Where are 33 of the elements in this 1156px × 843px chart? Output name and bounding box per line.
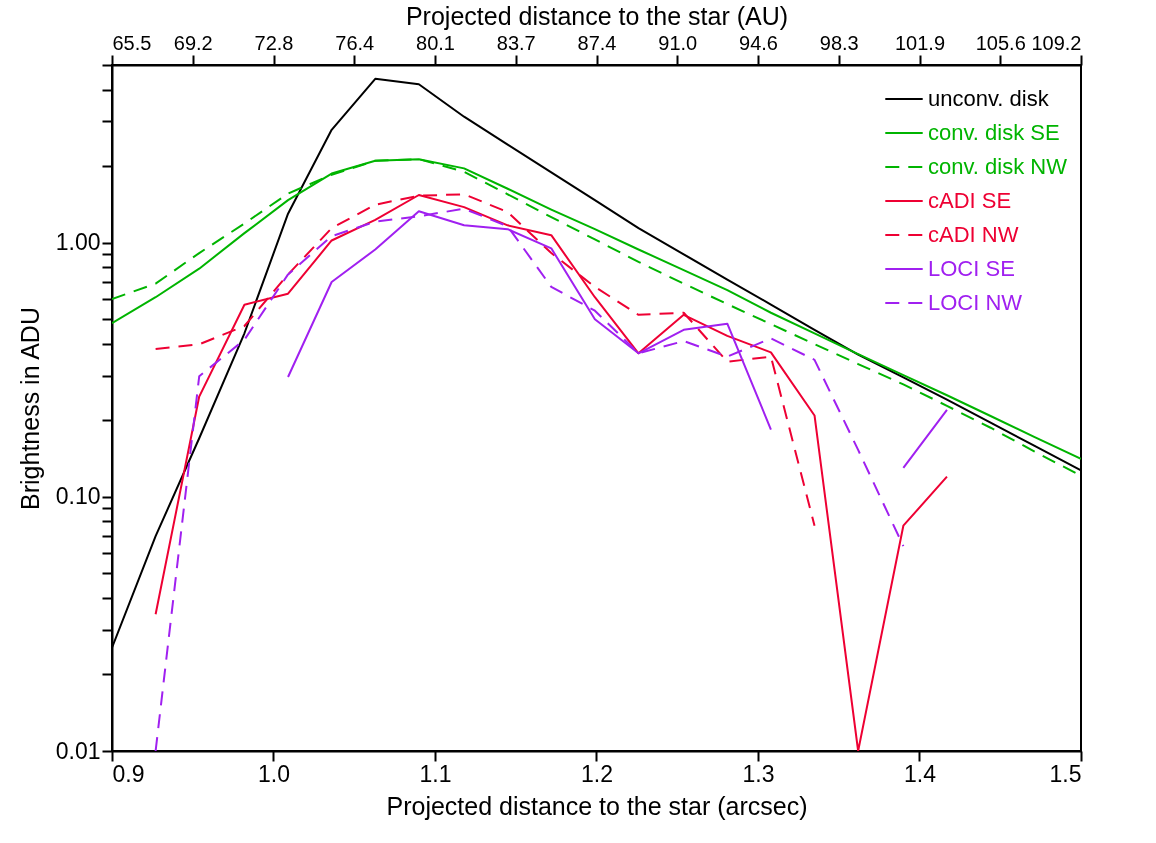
x2-tick-label: 105.6: [975, 31, 1026, 54]
x2-tick-label: 80.1: [416, 31, 455, 54]
x2-axis-title: Projected distance to the star (AU): [405, 1, 789, 30]
legend-label: conv. disk NW: [928, 154, 1068, 179]
x-tick-label: 1.3: [742, 760, 775, 787]
y-tick-label: 1.00: [55, 229, 101, 256]
x2-tick-label: 65.5: [112, 31, 152, 54]
legend-label: cADI NW: [928, 222, 1019, 247]
x2-tick-label: 69.2: [173, 31, 213, 54]
legend-label: unconv. disk: [928, 86, 1050, 111]
x-tick-label: 1.2: [581, 760, 613, 787]
x2-tick-label: 98.3: [819, 31, 859, 54]
x-tick-label: 1.5: [1049, 760, 1082, 787]
x2-tick-label: 109.2: [1031, 31, 1082, 54]
x-axis-title: Projected distance to the star (arcsec): [386, 791, 808, 820]
x2-tick-label: 101.9: [894, 31, 946, 54]
x2-tick-label: 83.7: [496, 31, 536, 54]
legend-label: cADI SE: [928, 188, 1012, 213]
x-tick-label: 1.0: [258, 760, 290, 787]
x2-tick-label: 76.4: [335, 31, 375, 54]
y-tick-label: 0.01: [55, 737, 101, 764]
x-tick-label: 1.1: [419, 760, 452, 787]
x-tick-label: 1.4: [904, 760, 937, 787]
y-tick-label: 0.10: [55, 483, 101, 510]
x2-tick-label: 87.4: [577, 31, 617, 54]
legend-label: conv. disk SE: [928, 120, 1060, 145]
x2-tick-label: 94.6: [739, 31, 778, 54]
legend-label: LOCI SE: [928, 256, 1015, 281]
x2-tick-label: 72.8: [254, 31, 294, 54]
x2-tick-label: 91.0: [658, 31, 698, 54]
legend-label: LOCI NW: [928, 290, 1023, 315]
y-axis-title: Brightness in ADU: [15, 307, 44, 510]
x-tick-label: 0.9: [112, 760, 145, 787]
